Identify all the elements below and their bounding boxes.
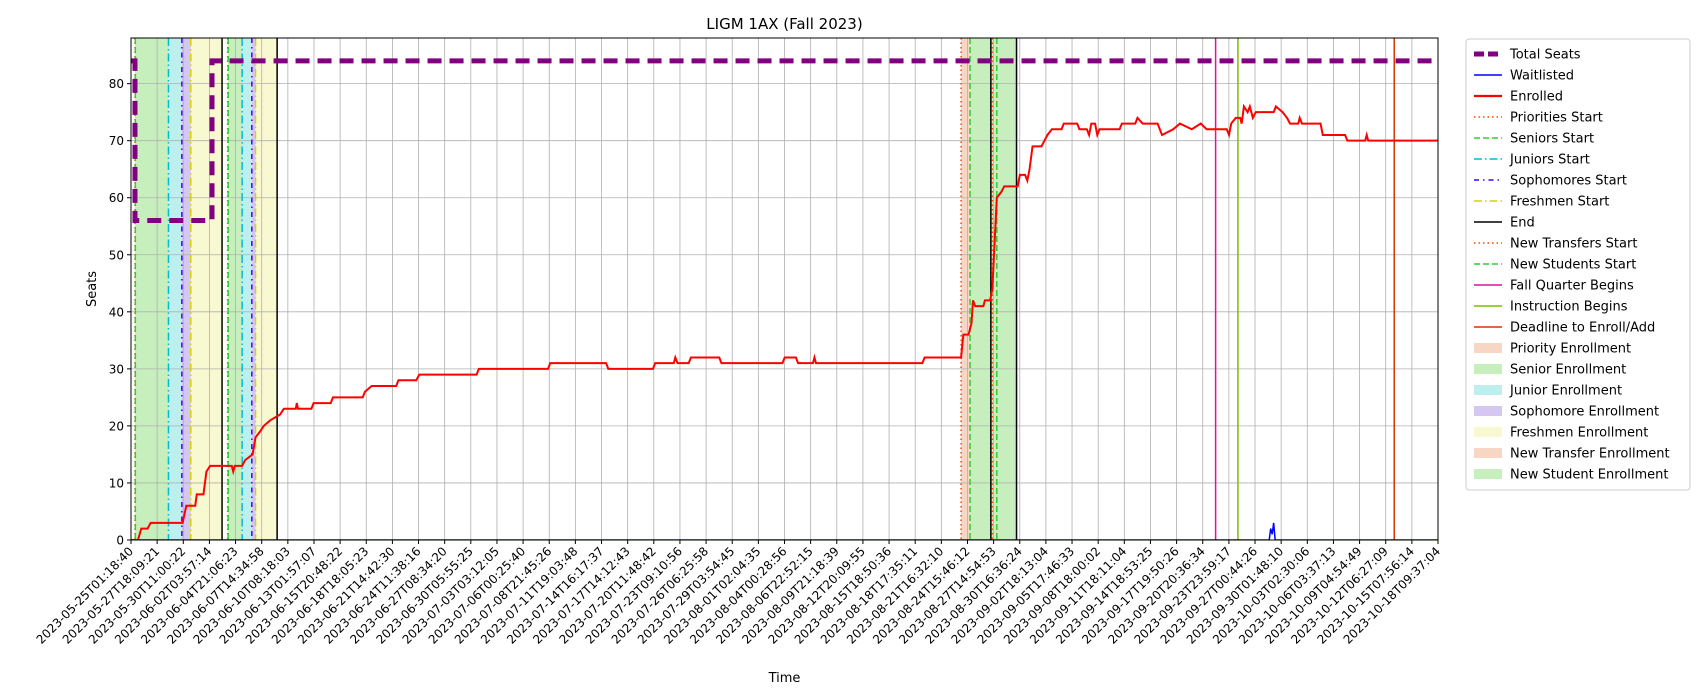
series-line <box>131 522 1438 540</box>
shaded-region <box>970 38 991 540</box>
legend-label: Fall Quarter Begins <box>1510 279 1634 294</box>
legend-swatch <box>1474 448 1502 458</box>
shaded-region <box>181 38 191 540</box>
legend-label: End <box>1510 216 1535 231</box>
legend-swatch <box>1474 406 1502 416</box>
y-tick-label: 70 <box>109 134 124 148</box>
legend-swatch <box>1474 364 1502 374</box>
legend-label: Sophomores Start <box>1510 174 1627 189</box>
series-line <box>131 58 1438 224</box>
legend-label: New Transfer Enrollment <box>1510 447 1670 462</box>
legend-label: Seniors Start <box>1510 132 1594 147</box>
y-tick-label: 80 <box>109 77 124 91</box>
legend-swatch <box>1474 427 1502 437</box>
shaded-region <box>961 38 971 540</box>
series-line <box>131 103 1438 540</box>
shaded-region <box>255 38 278 540</box>
y-tick-label: 10 <box>109 476 124 490</box>
y-tick-label: 40 <box>109 305 124 319</box>
legend-label: Sophomore Enrollment <box>1510 405 1659 420</box>
shaded-region <box>992 38 1017 540</box>
y-tick-label: 30 <box>109 362 124 376</box>
legend-box <box>1465 38 1691 491</box>
legend-label: New Student Enrollment <box>1510 468 1668 483</box>
shaded-region <box>251 38 256 540</box>
legend-label: Instruction Begins <box>1510 300 1628 315</box>
y-tick-label: 20 <box>109 419 124 433</box>
y-tick-label: 0 <box>116 534 124 548</box>
legend-label: Waitlisted <box>1510 69 1574 84</box>
legend-label: Enrolled <box>1510 90 1563 105</box>
legend-label: New Transfers Start <box>1510 237 1637 252</box>
shaded-region <box>227 38 229 540</box>
legend-label: Total Seats <box>1509 48 1581 63</box>
legend-swatch <box>1474 385 1502 395</box>
legend-swatch <box>1474 343 1502 353</box>
legend-label: Priorities Start <box>1510 111 1603 126</box>
legend-label: Freshmen Enrollment <box>1510 426 1648 441</box>
shaded-region <box>242 38 252 540</box>
legend-label: Juniors Start <box>1509 153 1590 168</box>
legend-label: Freshmen Start <box>1510 195 1609 210</box>
legend-label: Senior Enrollment <box>1510 363 1626 378</box>
y-tick-label: 50 <box>109 248 124 262</box>
y-axis-label: Seats <box>85 271 100 307</box>
legend-label: Priority Enrollment <box>1510 342 1631 357</box>
y-tick-label: 60 <box>109 191 124 205</box>
shaded-region <box>135 38 169 540</box>
shaded-region <box>168 38 182 540</box>
shaded-region <box>190 38 223 540</box>
legend-label: Junior Enrollment <box>1509 384 1622 399</box>
x-axis-label: Time <box>768 671 801 686</box>
legend-swatch <box>1474 469 1502 479</box>
legend-label: Deadline to Enroll/Add <box>1510 321 1655 336</box>
legend-label: New Students Start <box>1510 258 1636 273</box>
chart-title: LIGM 1AX (Fall 2023) <box>706 15 862 33</box>
legend: Total Seats Waitlisted Enrolled Priorities … <box>1465 38 1691 491</box>
